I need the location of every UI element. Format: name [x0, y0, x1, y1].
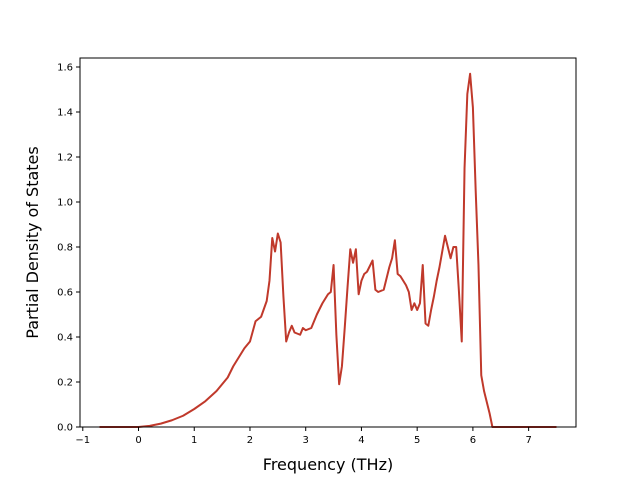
y-tick-label: 0.2	[57, 378, 73, 389]
y-tick-label: 1.2	[57, 153, 73, 164]
plot-frame	[79, 57, 577, 428]
series-line-0	[99, 72, 557, 428]
y-tick-label: 1.4	[57, 108, 73, 119]
y-tick-label: 0.6	[57, 288, 73, 299]
data-layer	[99, 72, 557, 428]
x-tick-label: 2	[247, 435, 253, 446]
x-tick-label: 6	[470, 435, 476, 446]
y-tick-label: 0.4	[57, 333, 73, 344]
y-tick-label: 0.8	[57, 243, 73, 254]
x-axis-title: Frequency (THz)	[263, 455, 393, 474]
y-axis-title: Partial Density of States	[23, 146, 42, 338]
y-tick-label: 1.6	[57, 63, 73, 74]
x-tick-label: 3	[303, 435, 309, 446]
y-tick-label: 0.0	[57, 423, 73, 434]
x-tick-label: 7	[525, 435, 531, 446]
y-axis: 0.0 0.2 0.4 0.6 0.8 1.0 1.2 1.4 1.6	[57, 63, 80, 434]
x-axis: −1 0 1 2 3 4 5 6 7	[75, 427, 532, 446]
x-tick-label: 4	[358, 435, 364, 446]
x-tick-label: −1	[75, 435, 90, 446]
y-tick-label: 1.0	[57, 198, 73, 209]
x-tick-label: 5	[414, 435, 420, 446]
x-tick-label: 0	[135, 435, 141, 446]
x-tick-label: 1	[191, 435, 197, 446]
